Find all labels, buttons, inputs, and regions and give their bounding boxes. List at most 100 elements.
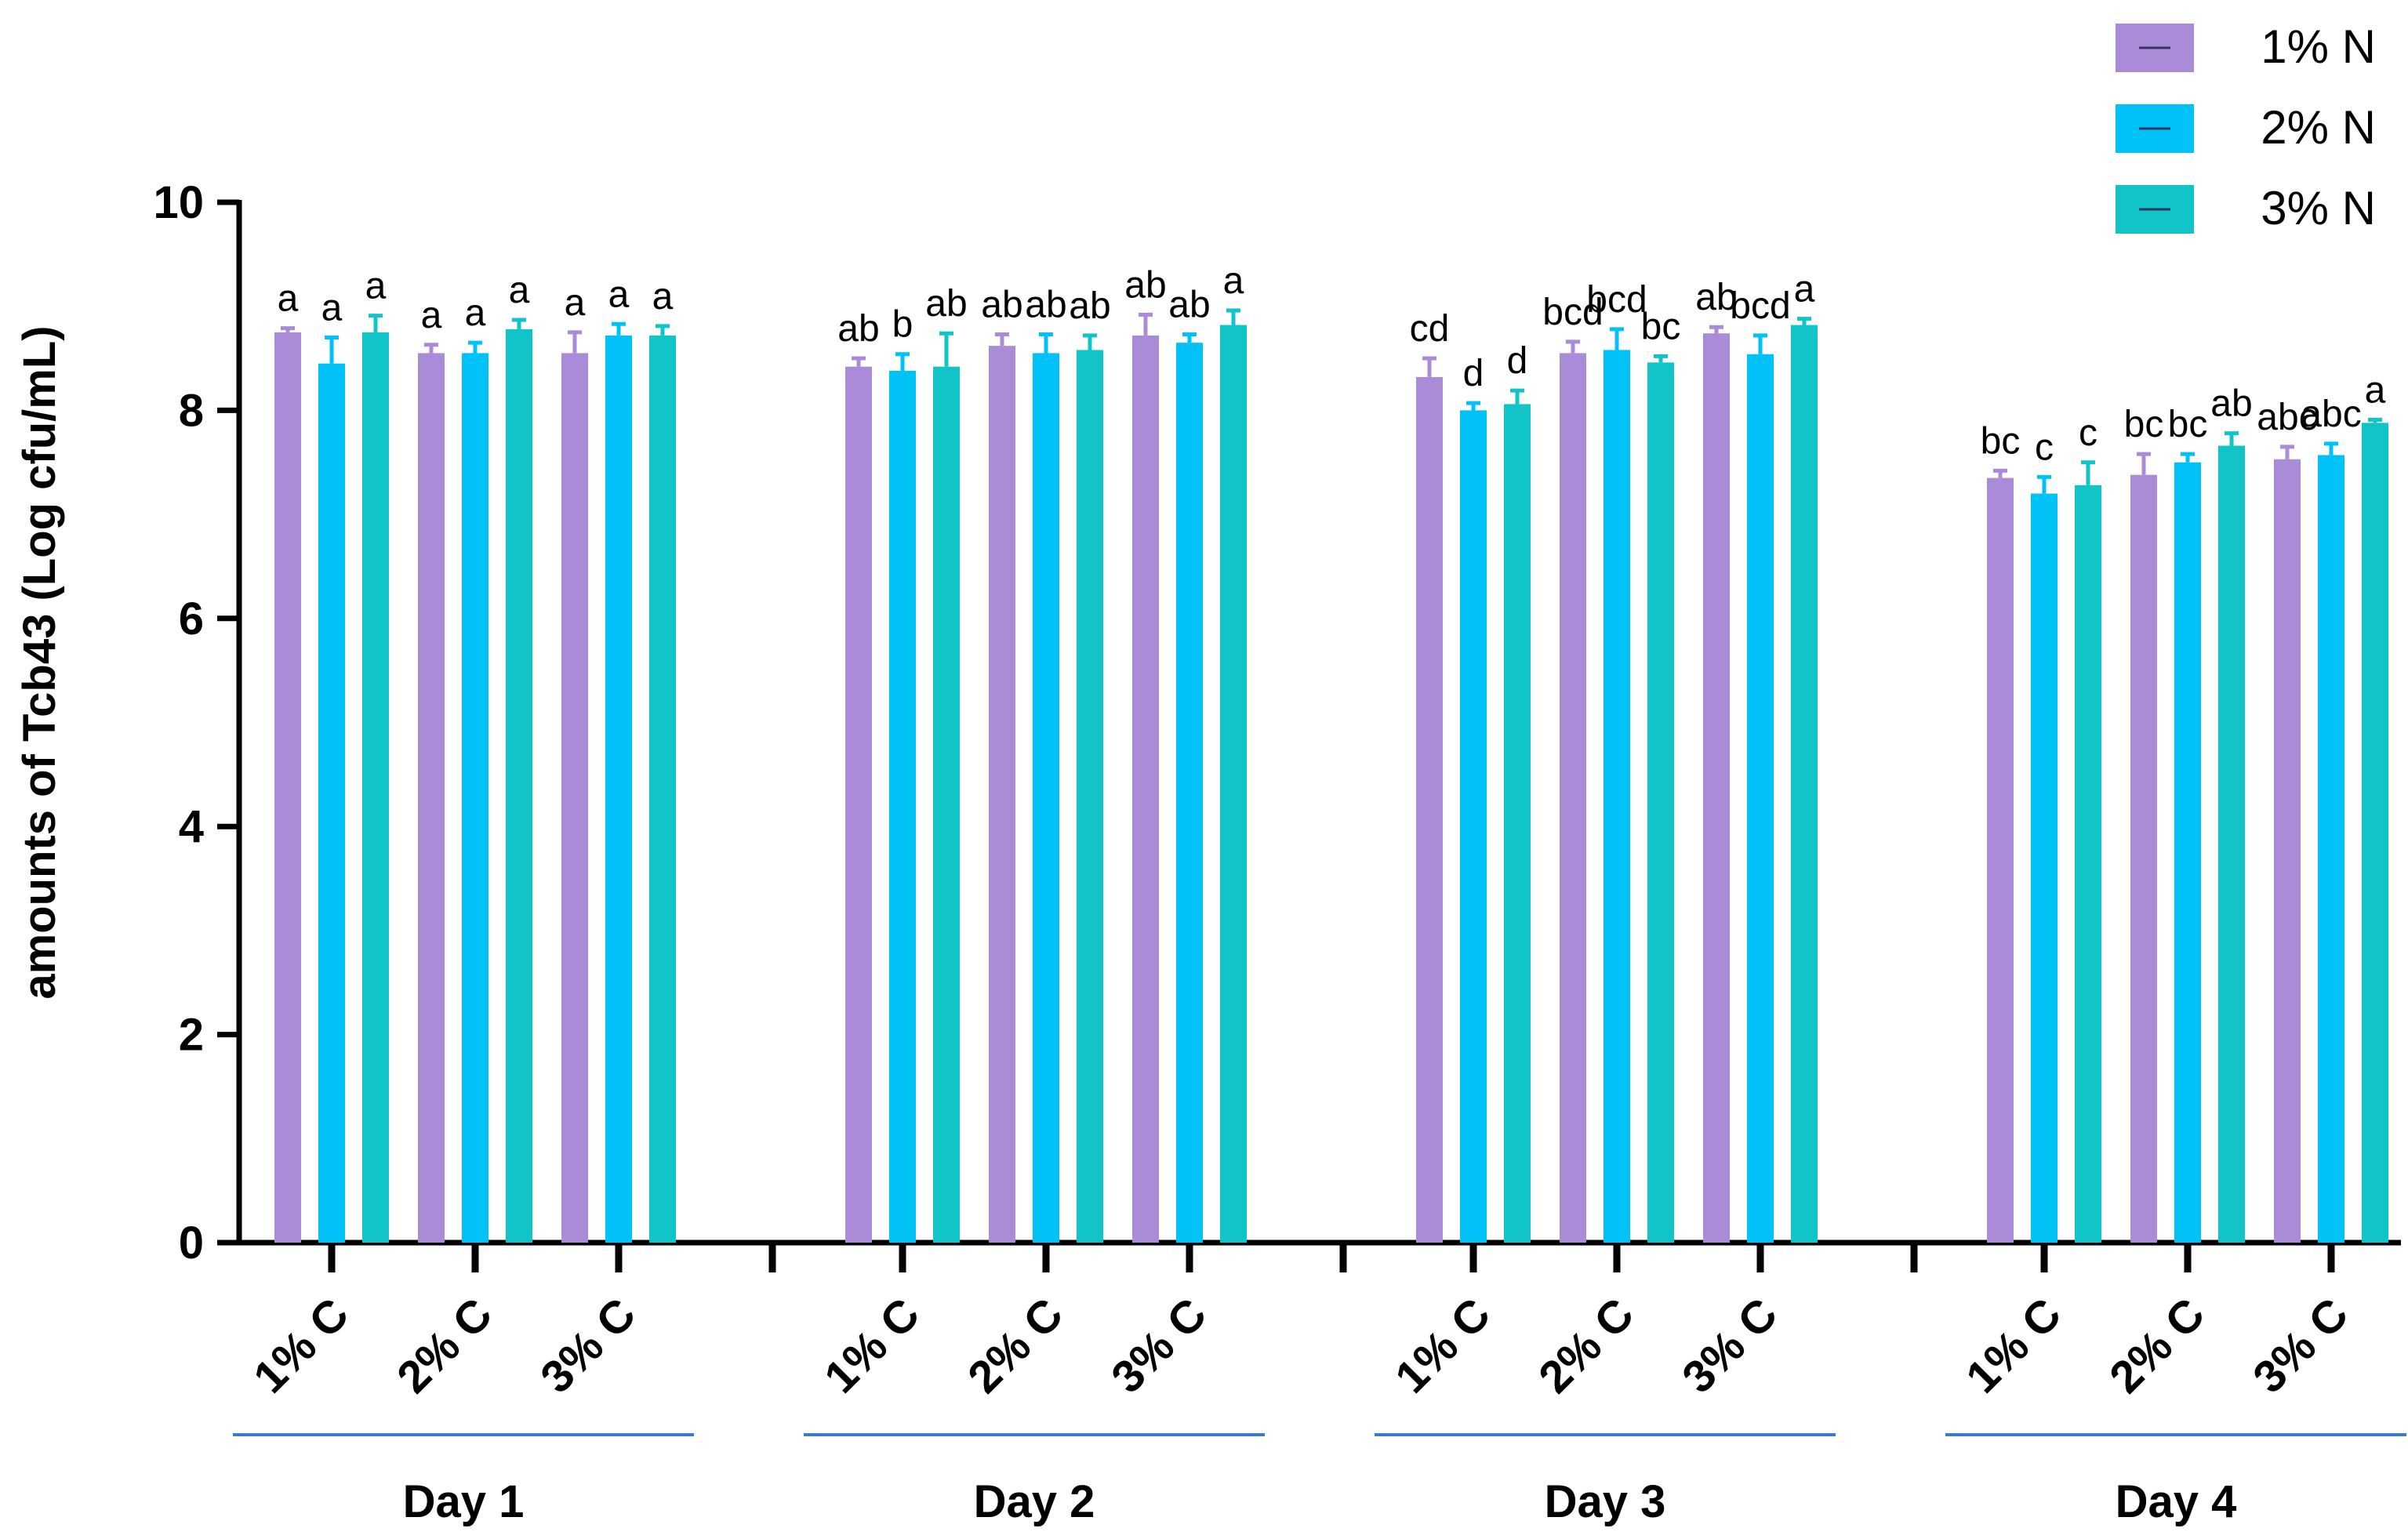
bar xyxy=(1033,353,1059,1243)
bar xyxy=(2031,493,2058,1243)
significance-letter: c xyxy=(2035,426,2054,468)
group-label: Day 3 xyxy=(1545,1476,1666,1527)
significance-letter: d xyxy=(1507,340,1528,382)
bar xyxy=(933,366,960,1243)
significance-letter: a xyxy=(321,288,343,329)
significance-letter: abc xyxy=(2257,397,2317,438)
significance-letter: a xyxy=(421,295,442,336)
y-axis-label: amounts of Tcb43 (Log cfu/mL) xyxy=(14,325,65,999)
significance-letter: a xyxy=(365,266,387,307)
bar xyxy=(1747,354,1774,1243)
x-tick-label: 2% C xyxy=(958,1288,1073,1403)
legend-label: 1% N xyxy=(2261,20,2376,73)
y-tick-label: 10 xyxy=(153,177,204,228)
bar xyxy=(1987,477,2014,1243)
bar xyxy=(845,366,872,1243)
bar xyxy=(2362,423,2388,1243)
bar xyxy=(605,335,632,1243)
legend: 1% N 2% N 3% N xyxy=(2116,20,2376,234)
bars xyxy=(274,325,2388,1243)
x-tick-label: 2% C xyxy=(387,1288,502,1403)
significance-letter: b xyxy=(892,304,913,346)
bar xyxy=(2075,485,2101,1243)
bar xyxy=(1647,362,1674,1243)
x-tick-label: 3% C xyxy=(531,1288,645,1403)
x-tick-label: 1% C xyxy=(1386,1288,1500,1403)
x-tick-label: 1% C xyxy=(815,1288,929,1403)
significance-letter: ab xyxy=(1025,285,1066,326)
x-tick-label: 2% C xyxy=(2100,1288,2214,1403)
significance-letter: a xyxy=(652,276,674,318)
bar xyxy=(649,335,676,1243)
bar xyxy=(506,328,532,1243)
y-tick-label: 2 xyxy=(179,1010,204,1061)
bar xyxy=(362,332,389,1243)
bar xyxy=(2174,462,2201,1243)
legend-label: 2% N xyxy=(2261,101,2376,154)
bar xyxy=(462,353,489,1243)
significance-letter: ab xyxy=(925,283,967,325)
significance-letter: ab xyxy=(837,308,879,350)
significance-letter: ab xyxy=(2210,383,2252,425)
bar xyxy=(2318,455,2344,1243)
x-tick-label: 1% C xyxy=(244,1288,358,1403)
bar xyxy=(2274,459,2301,1243)
bar xyxy=(274,332,301,1243)
significance-letter: c xyxy=(2079,412,2097,454)
significance-letter: ab xyxy=(1695,277,1737,318)
bar xyxy=(1416,376,1443,1243)
x-tick-label: 2% C xyxy=(1529,1288,1643,1403)
significance-letter: bc xyxy=(1981,420,2021,462)
bar xyxy=(561,353,588,1243)
legend-label: 3% N xyxy=(2261,182,2376,234)
bar xyxy=(2130,474,2157,1243)
bar xyxy=(1560,353,1586,1243)
significance-letter: bcd xyxy=(1730,285,1790,327)
significance-letter: a xyxy=(1794,269,1815,310)
significance-letter: bc xyxy=(1641,306,1681,347)
significance-letter: abc xyxy=(2301,394,2361,435)
group-label: Day 1 xyxy=(403,1476,525,1527)
bar xyxy=(418,353,445,1243)
y-tick-label: 4 xyxy=(179,801,204,852)
bar xyxy=(1460,410,1487,1243)
significance-letter: bcd xyxy=(1542,292,1603,333)
group-label: Day 4 xyxy=(2116,1476,2237,1527)
bar xyxy=(2218,445,2245,1243)
bar xyxy=(318,363,345,1243)
bar xyxy=(989,346,1015,1243)
significance-letter: d xyxy=(1463,353,1484,394)
significance-letter: ab xyxy=(1124,264,1166,306)
significance-letter: bc xyxy=(2168,404,2208,445)
bar xyxy=(1176,343,1203,1243)
x-tick-label: 1% C xyxy=(1956,1288,2071,1403)
significance-letter: bcd xyxy=(1586,279,1647,321)
x-tick-label: 3% C xyxy=(2243,1288,2358,1403)
bar xyxy=(1703,333,1730,1243)
axes: 0 2 4 6 8 10 xyxy=(153,177,2401,1272)
y-tick-label: 6 xyxy=(179,593,204,644)
significance-letter: a xyxy=(608,274,630,315)
bar xyxy=(1132,335,1159,1243)
significance-letter: a xyxy=(509,270,530,311)
significance-letter: a xyxy=(1223,260,1244,302)
significance-letter: bc xyxy=(2124,404,2164,445)
bar xyxy=(1077,350,1103,1243)
significance-letter: a xyxy=(465,292,486,334)
significance-letter: ab xyxy=(1168,285,1210,326)
significance-letter: a xyxy=(2365,369,2386,411)
significance-letter: cd xyxy=(1410,308,1450,350)
significance-letter: a xyxy=(565,282,586,324)
bar xyxy=(1220,325,1247,1243)
x-axis-labels: 1% C 2% C 3% C Day 1 1% C 2% C 3% C Day 2 1% C 2%… xyxy=(233,1288,2406,1527)
bar xyxy=(889,370,916,1243)
y-tick-label: 8 xyxy=(179,385,204,436)
significance-letter: ab xyxy=(981,285,1022,326)
significance-letter: ab xyxy=(1069,285,1110,327)
group-label: Day 2 xyxy=(974,1476,1095,1527)
x-tick-label: 3% C xyxy=(1102,1288,1216,1403)
y-tick-label: 0 xyxy=(179,1218,204,1269)
bar xyxy=(1504,404,1531,1243)
